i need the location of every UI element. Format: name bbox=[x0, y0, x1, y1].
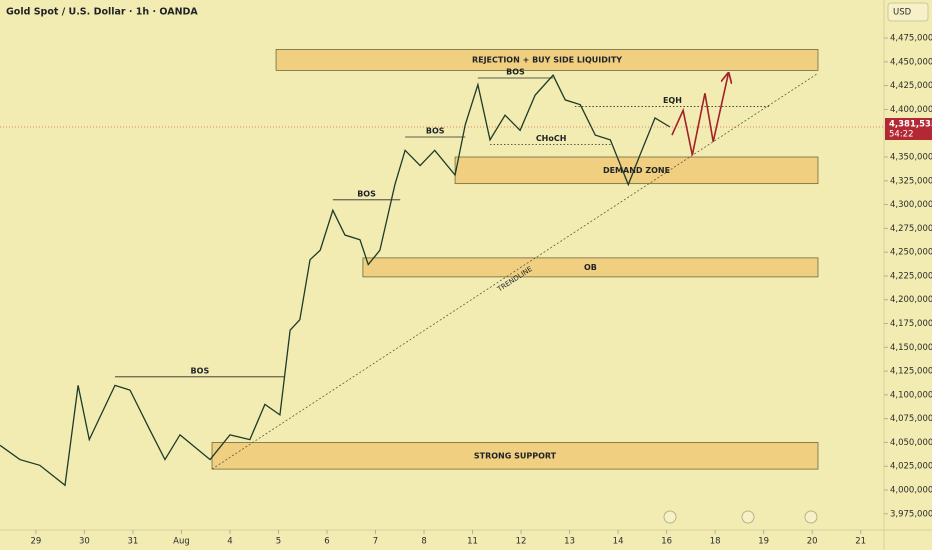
last-price-label: 4,381,535 bbox=[889, 119, 932, 129]
x-tick-label: 19 bbox=[758, 537, 769, 547]
x-tick-label: Aug bbox=[173, 537, 190, 547]
y-tick-label: 4,150,000 bbox=[890, 343, 932, 353]
axis-icons bbox=[663, 510, 818, 524]
x-tick-label: 21 bbox=[855, 537, 866, 547]
zone-label: DEMAND ZONE bbox=[603, 166, 670, 175]
x-tick-label: 13 bbox=[564, 537, 575, 547]
x-tick-label: 7 bbox=[373, 537, 378, 547]
chart-title: Gold Spot / U.S. Dollar · 1h · OANDA bbox=[6, 7, 198, 18]
y-tick-label: 4,000,000 bbox=[890, 486, 932, 496]
y-tick-label: 4,200,000 bbox=[890, 295, 932, 305]
y-tick-label: 4,425,000 bbox=[890, 81, 932, 91]
level-label: CHoCH bbox=[536, 134, 567, 143]
x-tick-label: 30 bbox=[79, 537, 90, 547]
y-tick-label: 4,075,000 bbox=[890, 414, 932, 424]
y-tick-label: 4,450,000 bbox=[890, 57, 932, 67]
level-label: BOS bbox=[506, 68, 525, 77]
last-price-tag bbox=[885, 117, 932, 140]
x-tick-label: 18 bbox=[710, 537, 721, 547]
y-tick-label: 4,475,000 bbox=[890, 34, 932, 44]
level-label: EQH bbox=[663, 96, 682, 105]
event-icon[interactable] bbox=[663, 510, 677, 524]
zone bbox=[454, 156, 819, 185]
x-tick-label: 6 bbox=[324, 537, 329, 547]
zone-label: REJECTION + BUY SIDE LIQUIDITY bbox=[472, 55, 622, 64]
level-label: BOS bbox=[357, 189, 376, 198]
zone bbox=[275, 49, 819, 71]
currency: USD bbox=[893, 8, 912, 18]
x-tick-label: 5 bbox=[276, 537, 281, 547]
trendline bbox=[211, 72, 819, 470]
y-tick-label: 4,275,000 bbox=[890, 224, 932, 234]
zone bbox=[211, 442, 819, 470]
y-tick-label: 4,025,000 bbox=[890, 462, 932, 472]
x-tick-label: 29 bbox=[30, 537, 41, 547]
y-tick-label: 4,250,000 bbox=[890, 248, 932, 258]
x-tick-label: 12 bbox=[516, 537, 527, 547]
x-tick-label: 16 bbox=[661, 537, 672, 547]
projection-path bbox=[671, 74, 728, 156]
y-tick-label: 4,350,000 bbox=[890, 153, 932, 163]
x-tick-label: 20 bbox=[807, 537, 818, 547]
zone-label: STRONG SUPPORT bbox=[474, 451, 557, 460]
y-tick-label: 4,100,000 bbox=[890, 390, 932, 400]
y-tick-label: 4,400,000 bbox=[890, 105, 932, 115]
level-label: BOS bbox=[426, 127, 445, 136]
price-line bbox=[0, 74, 671, 487]
event-icon[interactable] bbox=[804, 510, 818, 524]
x-tick-label: 11 bbox=[467, 537, 478, 547]
y-tick-label: 4,175,000 bbox=[890, 319, 932, 329]
x-tick-label: 4 bbox=[227, 537, 232, 547]
y-tick-label: 4,325,000 bbox=[890, 176, 932, 186]
y-tick-label: 3,975,000 bbox=[890, 509, 932, 519]
zone bbox=[362, 257, 819, 278]
y-tick-label: 4,050,000 bbox=[890, 438, 932, 448]
level-label: BOS bbox=[191, 366, 210, 375]
x-tick-label: 14 bbox=[613, 537, 624, 547]
event-icon[interactable] bbox=[741, 510, 755, 524]
x-tick-label: 31 bbox=[128, 537, 139, 547]
zone-label: OB bbox=[584, 263, 597, 272]
countdown: 54:22 bbox=[889, 129, 914, 139]
currency-button[interactable] bbox=[887, 2, 929, 22]
y-tick-label: 4,300,000 bbox=[890, 200, 932, 210]
x-tick-label: 8 bbox=[421, 537, 426, 547]
y-tick-label: 4,125,000 bbox=[890, 367, 932, 377]
y-tick-label: 4,225,000 bbox=[890, 271, 932, 281]
